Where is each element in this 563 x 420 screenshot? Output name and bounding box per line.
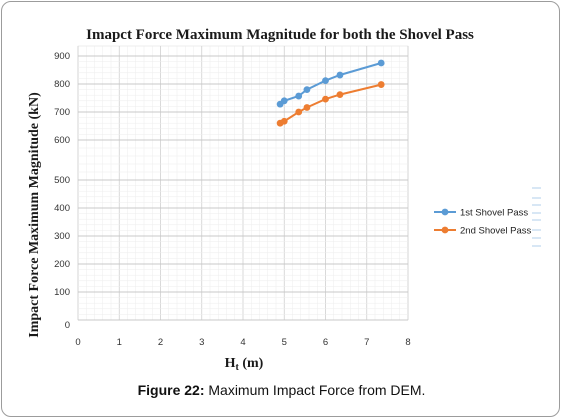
y-tick-label: 900 — [54, 51, 70, 62]
x-tick-label: 3 — [199, 337, 204, 348]
legend-item-2: 2nd Shovel Pass — [434, 226, 532, 237]
x-axis-title: Ht (m) — [225, 356, 264, 373]
y-tick-label: 300 — [54, 231, 70, 242]
figure-caption-label: Figure 22: — [137, 382, 205, 398]
data-point — [303, 104, 311, 111]
legend-label: 1st Shovel Pass — [460, 208, 528, 219]
y-tick-label: 0 — [65, 320, 70, 331]
legend-item-1: 1st Shovel Pass — [434, 208, 528, 219]
series-1 — [276, 59, 385, 108]
x-axis-title-main: H — [225, 356, 236, 371]
x-tick-label: 7 — [364, 337, 369, 348]
x-axis-title-unit: (m) — [239, 356, 264, 371]
series-layer — [276, 59, 385, 127]
data-point — [377, 59, 385, 67]
data-point — [280, 97, 288, 105]
series-2 — [276, 81, 385, 127]
y-tick-label: 800 — [54, 79, 70, 90]
y-tick-label: 200 — [54, 259, 70, 270]
x-tick-label: 5 — [282, 337, 287, 348]
data-point — [377, 81, 385, 88]
figure-caption-text: Maximum Impact Force from DEM. — [204, 382, 426, 398]
y-axis-title: Impact Force Maximum Magnitude (kN) — [27, 92, 42, 338]
y-tick-label: 400 — [54, 203, 70, 214]
y-tick-label: 600 — [54, 135, 70, 146]
legend-marker — [441, 208, 449, 216]
legend-border-ticks — [532, 187, 541, 247]
x-tick-label: 4 — [240, 337, 245, 348]
grid — [77, 46, 409, 321]
chart-title: Imapct Force Maximum Magnitude for both … — [86, 27, 474, 43]
data-point — [336, 91, 344, 99]
data-point — [295, 108, 303, 116]
data-point — [303, 86, 311, 93]
legend: 1st Shovel Pass 2nd Shovel Pass — [434, 208, 532, 237]
x-tick-label: 8 — [405, 337, 410, 348]
figure-caption: Figure 22: Maximum Impact Force from DEM… — [0, 382, 563, 398]
data-point — [295, 92, 303, 100]
y-tick-label: 700 — [54, 107, 70, 118]
data-point — [336, 71, 344, 79]
data-point — [280, 117, 288, 125]
x-tick-label: 1 — [117, 337, 122, 348]
chart: Imapct Force Maximum Magnitude for both … — [27, 27, 541, 373]
legend-label: 2nd Shovel Pass — [460, 226, 532, 237]
y-tick-label: 100 — [54, 287, 70, 298]
tick-labels: 0 1 2 3 4 5 6 7 8 0 100 200 300 400 500 600 700 800 900 — [54, 51, 411, 348]
x-axis-title-sub: t — [236, 362, 240, 373]
x-tick-label: 6 — [323, 337, 328, 348]
data-point — [322, 77, 329, 85]
data-point — [322, 95, 329, 103]
x-tick-label: 2 — [158, 337, 163, 348]
legend-marker — [441, 226, 449, 234]
y-tick-label: 500 — [54, 175, 70, 186]
x-tick-label: 0 — [75, 337, 80, 348]
